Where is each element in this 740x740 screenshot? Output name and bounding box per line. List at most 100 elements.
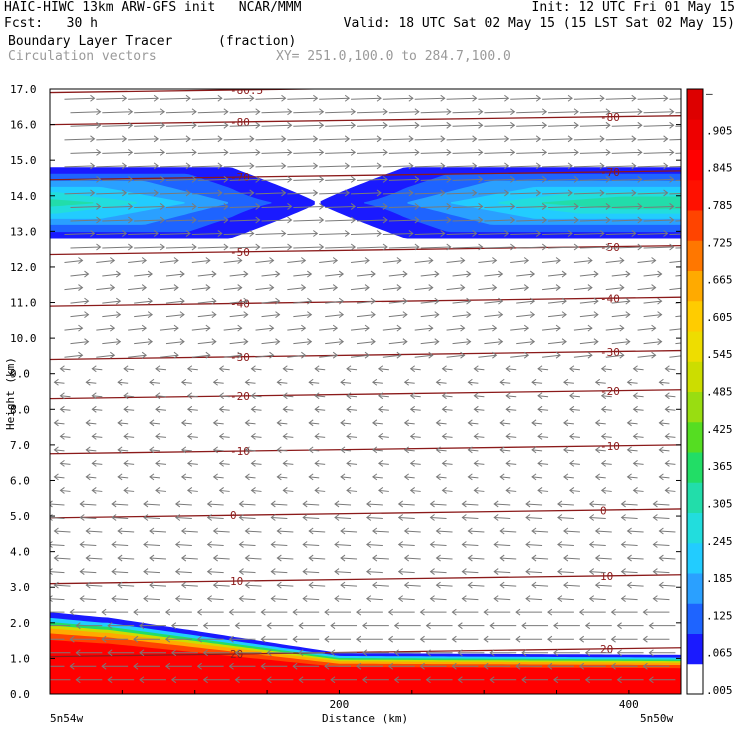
colorbar-label-0: .005: [706, 684, 733, 697]
wind-vector-head: [457, 622, 463, 630]
wind-vector-head: [202, 622, 208, 630]
wind-vector-head: [79, 541, 85, 548]
wind-vector-head: [378, 432, 384, 440]
wind-vector-head: [84, 297, 90, 305]
wind-vector: [621, 598, 638, 601]
axes-layer: 0.01.02.03.04.05.06.07.08.09.010.011.012…: [4, 83, 682, 725]
wind-vector-head: [350, 108, 357, 116]
wind-vector-head: [525, 595, 531, 603]
wind-vector-head: [523, 351, 530, 359]
wind-vector-head: [44, 623, 48, 629]
wind-vector: [277, 422, 288, 425]
wind-vector-head: [382, 243, 388, 251]
wind-vector-head: [446, 175, 452, 183]
wind-vector-head: [499, 446, 505, 454]
wind-vector: [159, 354, 179, 358]
wind-vector-head: [393, 649, 400, 657]
wind-vector: [213, 449, 224, 452]
wind-vector-head: [537, 405, 543, 413]
wind-vector: [669, 138, 681, 141]
wind-vector-head: [53, 581, 59, 589]
wind-vector-head: [212, 581, 218, 589]
plot-frame: [49, 88, 682, 695]
wind-vector: [219, 395, 230, 398]
wind-vector: [197, 111, 228, 114]
wind-vector: [372, 530, 389, 533]
wind-vector: [506, 368, 517, 371]
wind-vector-head: [541, 148, 548, 156]
wind-vector-head: [531, 527, 537, 535]
wind-vector: [155, 408, 167, 411]
wind-vector-head: [669, 148, 675, 156]
wind-vector: [165, 151, 197, 154]
wind-vector-head: [249, 230, 255, 237]
wind-vector: [187, 462, 198, 465]
wind-vector-head: [308, 554, 314, 562]
wind-vector: [510, 287, 529, 291]
wind-vector-head: [218, 459, 224, 467]
wind-vector-head: [498, 270, 504, 278]
wind-vector: [442, 368, 453, 371]
wind-vector-head: [652, 595, 658, 603]
wind-vector-head: [567, 162, 573, 170]
valid-time: Valid: 18 UTC Sat 02 May 15 (15 LST Sat …: [343, 16, 735, 31]
wind-vector: [197, 246, 228, 249]
wind-vector-head: [53, 554, 59, 562]
wind-vector-head: [651, 257, 657, 264]
wind-vector-head: [457, 676, 463, 684]
wind-vector: [557, 516, 574, 519]
wind-vector-head: [223, 175, 229, 183]
wind-vector-head: [85, 527, 91, 535]
wind-vector-head: [334, 541, 340, 548]
wind-vector: [356, 341, 376, 345]
wind-vector-head: [218, 405, 224, 413]
wind-vector-head: [403, 419, 410, 427]
wind-vector-head: [397, 514, 404, 521]
wind-vector-head: [59, 392, 65, 400]
cross-section-xy: XY= 251.0,100.0 to 284.7,100.0: [276, 49, 511, 64]
wind-vector-head: [308, 473, 314, 481]
wind-vector: [187, 408, 198, 411]
colorbar-label-3: .185: [706, 572, 733, 585]
wind-vector-head: [275, 270, 281, 278]
wind-vector-head: [159, 243, 165, 251]
wind-vector: [334, 503, 352, 506]
wind-vector-head: [159, 121, 165, 129]
wind-vector-head: [153, 162, 159, 170]
wind-vector: [643, 246, 674, 249]
wind-vector-head: [244, 378, 250, 386]
wind-vector-head: [425, 649, 431, 657]
wind-vector-head: [218, 392, 224, 400]
wind-vector: [229, 205, 260, 208]
wind-vector: [388, 124, 419, 127]
wind-vector-head: [620, 514, 626, 521]
wind-vector: [621, 503, 638, 506]
wind-vector-head: [378, 392, 384, 400]
wind-vector-head: [648, 676, 654, 684]
wind-vector-head: [460, 351, 466, 359]
wind-vector-head: [498, 338, 504, 346]
wind-vector: [54, 530, 71, 533]
wind-vector-head: [648, 622, 654, 630]
wind-vector-head: [234, 622, 240, 630]
wind-vector: [319, 287, 338, 291]
wind-vector: [414, 232, 445, 235]
wind-vector-head: [149, 581, 155, 589]
wind-vector: [430, 516, 447, 519]
wind-vector: [325, 273, 344, 277]
wind-vector-head: [625, 338, 631, 346]
wind-vector: [532, 584, 549, 587]
wind-vector: [229, 300, 248, 304]
wind-vector-head: [96, 203, 102, 210]
wind-vector-head: [269, 257, 275, 264]
wind-vector: [436, 422, 447, 425]
wind-vector: [436, 557, 453, 560]
wind-vector: [510, 327, 529, 331]
wind-vector: [102, 219, 133, 222]
wind-vector: [446, 354, 465, 358]
wind-vector: [283, 408, 294, 411]
wind-vector-head: [619, 351, 625, 359]
wind-vector-head: [537, 365, 543, 373]
wind-vector: [277, 449, 288, 452]
